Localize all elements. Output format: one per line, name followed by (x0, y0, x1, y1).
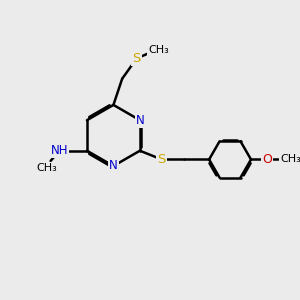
Text: CH₃: CH₃ (280, 154, 300, 164)
Text: CH₃: CH₃ (36, 163, 57, 173)
Text: S: S (133, 52, 141, 65)
Text: N: N (136, 114, 144, 127)
Text: S: S (158, 153, 166, 166)
Text: CH₃: CH₃ (148, 45, 169, 55)
Text: N: N (109, 160, 118, 172)
Text: NH: NH (51, 144, 68, 157)
Text: O: O (262, 153, 272, 166)
